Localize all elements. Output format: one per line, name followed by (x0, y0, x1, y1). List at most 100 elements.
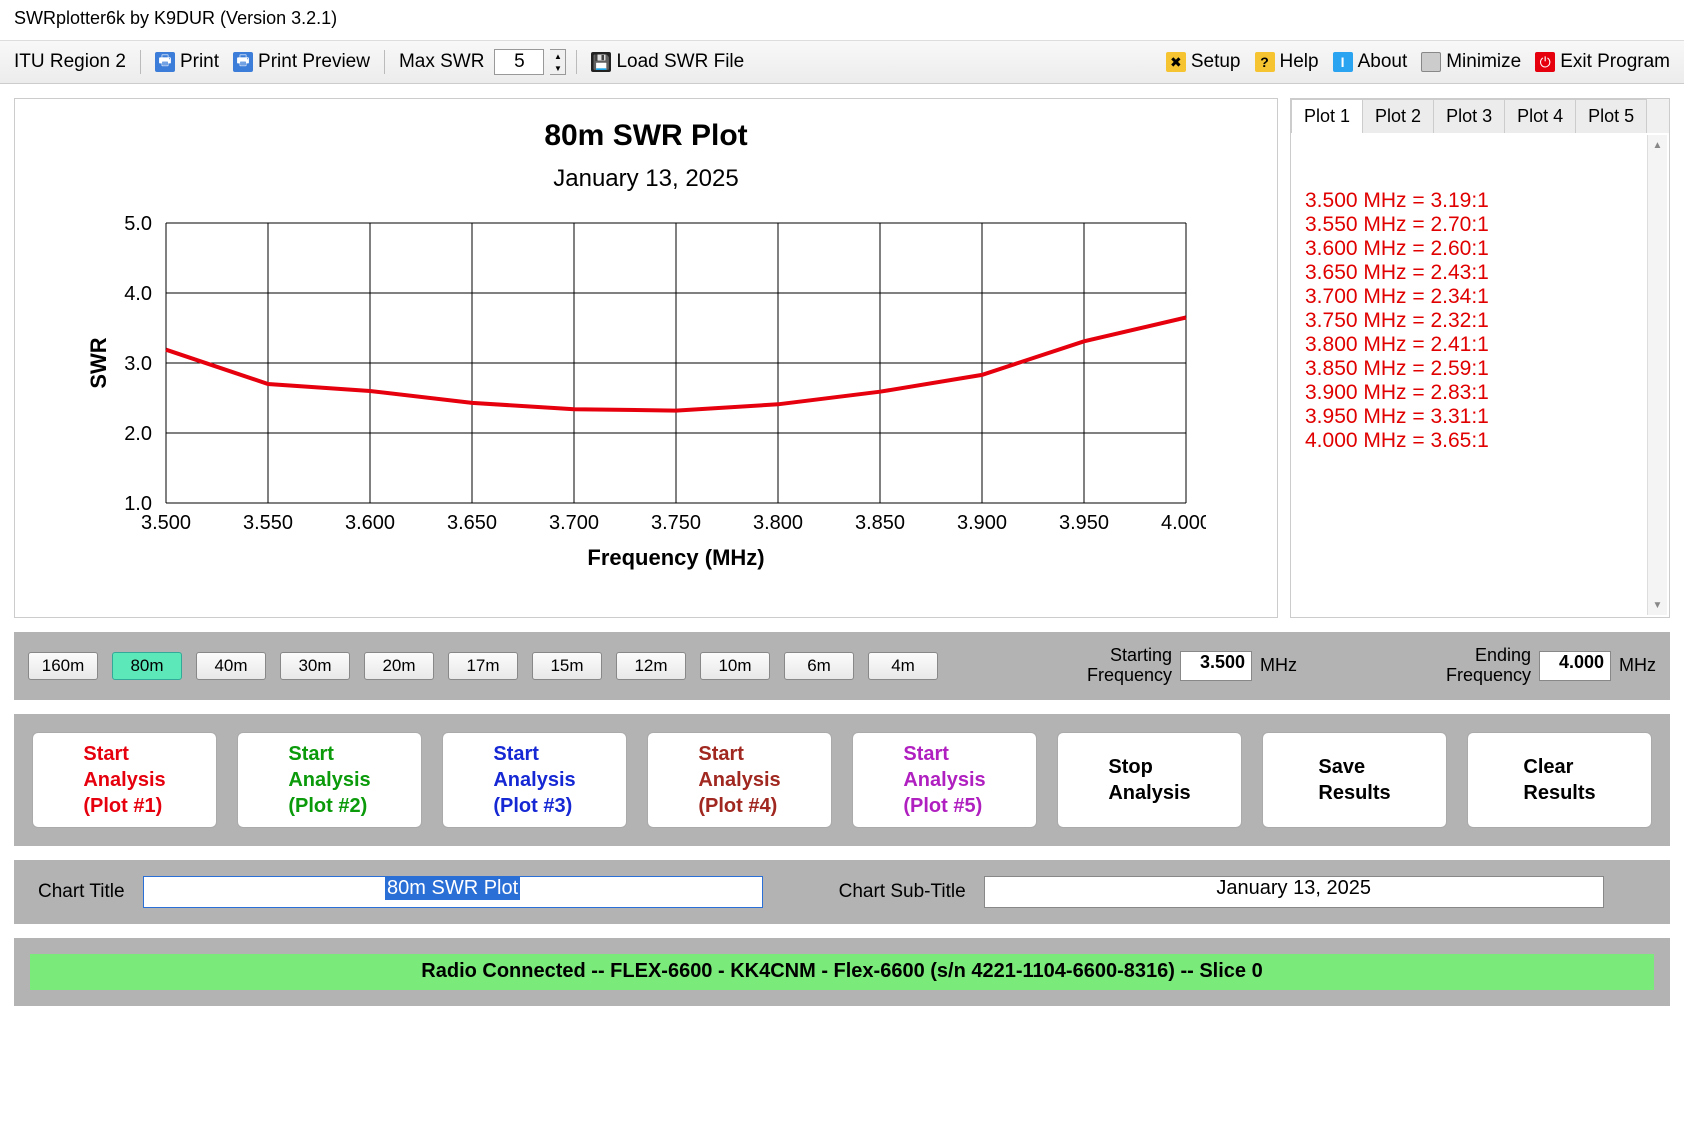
print-button[interactable]: 🖶 Print (151, 49, 223, 75)
band-4m-button[interactable]: 4m (868, 652, 938, 680)
swr-chart: 3.500 3.550 3.600 3.650 3.700 3.750 3.800 3.850… (86, 213, 1206, 583)
end-freq-label: EndingFrequency (1446, 646, 1531, 686)
end-freq-input[interactable]: 4.000 (1539, 651, 1611, 681)
band-6m-button[interactable]: 6m (784, 652, 854, 680)
data-side-panel: Plot 1Plot 2Plot 3Plot 4Plot 5 3.500 MHz… (1290, 98, 1670, 618)
chart-subtitle-input[interactable]: January 13, 2025 (984, 876, 1604, 908)
help-button[interactable]: ? Help (1251, 49, 1323, 75)
swr-data-row: 3.850 MHz = 2.59:1 (1305, 357, 1655, 381)
svg-text:3.500: 3.500 (141, 512, 191, 534)
print-icon: 🖶 (155, 52, 175, 72)
start-analysis-4-button[interactable]: StartAnalysis(Plot #4) (647, 732, 832, 828)
swr-data-row: 3.550 MHz = 2.70:1 (1305, 213, 1655, 237)
itu-region-button[interactable]: ITU Region 2 (10, 49, 130, 75)
print-preview-icon: 🖶 (233, 52, 253, 72)
max-swr-spinner[interactable]: ▲▼ (550, 49, 566, 75)
print-preview-button[interactable]: 🖶 Print Preview (229, 49, 374, 75)
plot-tab-1[interactable]: Plot 1 (1291, 99, 1363, 133)
swr-data-row: 4.000 MHz = 3.65:1 (1305, 429, 1655, 453)
band-160m-button[interactable]: 160m (28, 652, 98, 680)
plot-tab-5[interactable]: Plot 5 (1575, 99, 1647, 133)
svg-text:3.700: 3.700 (549, 512, 599, 534)
status-bar: Radio Connected -- FLEX-6600 - KK4CNM - … (30, 954, 1654, 990)
scroll-down-icon[interactable]: ▼ (1648, 595, 1667, 615)
svg-text:3.650: 3.650 (447, 512, 497, 534)
svg-text:5.0: 5.0 (124, 213, 152, 235)
svg-text:2.0: 2.0 (124, 423, 152, 445)
swr-data-list: 3.500 MHz = 3.19:13.550 MHz = 2.70:13.60… (1291, 133, 1669, 617)
chart-title-label: Chart Title (38, 881, 125, 903)
svg-text:Frequency (MHz): Frequency (MHz) (587, 545, 764, 570)
clear-button[interactable]: ClearResults (1467, 732, 1652, 828)
svg-text:1.0: 1.0 (124, 493, 152, 515)
save-icon: 💾 (591, 52, 611, 72)
svg-text:3.750: 3.750 (651, 512, 701, 534)
band-40m-button[interactable]: 40m (196, 652, 266, 680)
max-swr-input[interactable]: 5 (494, 49, 544, 75)
max-swr-label: Max SWR (395, 49, 489, 75)
swr-data-row: 3.600 MHz = 2.60:1 (1305, 237, 1655, 261)
wrench-icon: ✖ (1166, 52, 1186, 72)
title-panel: Chart Title 80m SWR Plot Chart Sub-Title… (14, 860, 1670, 924)
scrollbar[interactable]: ▲ ▼ (1647, 135, 1667, 615)
chart-title-input[interactable]: 80m SWR Plot (143, 876, 763, 908)
svg-text:3.850: 3.850 (855, 512, 905, 534)
plot-tabs: Plot 1Plot 2Plot 3Plot 4Plot 5 (1291, 99, 1669, 133)
save-button[interactable]: SaveResults (1262, 732, 1447, 828)
start-freq-input[interactable]: 3.500 (1180, 651, 1252, 681)
band-12m-button[interactable]: 12m (616, 652, 686, 680)
setup-button[interactable]: ✖ Setup (1162, 49, 1245, 75)
stop-button[interactable]: StopAnalysis (1057, 732, 1242, 828)
plot-tab-2[interactable]: Plot 2 (1362, 99, 1434, 133)
scroll-up-icon[interactable]: ▲ (1648, 135, 1667, 155)
load-swr-button[interactable]: 💾 Load SWR File (587, 49, 748, 75)
swr-data-row: 3.800 MHz = 2.41:1 (1305, 333, 1655, 357)
band-10m-button[interactable]: 10m (700, 652, 770, 680)
svg-text:3.550: 3.550 (243, 512, 293, 534)
title-bar: SWRplotter6k by K9DUR (Version 3.2.1) (0, 0, 1684, 40)
exit-button[interactable]: ⏻ Exit Program (1531, 49, 1674, 75)
start-freq-label: StartingFrequency (1087, 646, 1172, 686)
start-analysis-3-button[interactable]: StartAnalysis(Plot #3) (442, 732, 627, 828)
plot-tab-3[interactable]: Plot 3 (1433, 99, 1505, 133)
svg-text:3.800: 3.800 (753, 512, 803, 534)
svg-text:3.950: 3.950 (1059, 512, 1109, 534)
chart-subtitle-label: Chart Sub-Title (839, 881, 966, 903)
swr-data-row: 3.900 MHz = 2.83:1 (1305, 381, 1655, 405)
plot-title: 80m SWR Plot (544, 119, 747, 153)
mhz-unit: MHz (1260, 655, 1297, 676)
svg-text:4.0: 4.0 (124, 283, 152, 305)
swr-data-row: 3.500 MHz = 3.19:1 (1305, 189, 1655, 213)
start-analysis-1-button[interactable]: StartAnalysis(Plot #1) (32, 732, 217, 828)
minimize-icon (1421, 52, 1441, 72)
power-icon: ⏻ (1535, 52, 1555, 72)
band-20m-button[interactable]: 20m (364, 652, 434, 680)
svg-text:3.0: 3.0 (124, 353, 152, 375)
start-analysis-2-button[interactable]: StartAnalysis(Plot #2) (237, 732, 422, 828)
swr-data-row: 3.950 MHz = 3.31:1 (1305, 405, 1655, 429)
band-17m-button[interactable]: 17m (448, 652, 518, 680)
svg-text:SWR: SWR (86, 337, 111, 388)
band-30m-button[interactable]: 30m (280, 652, 350, 680)
start-analysis-5-button[interactable]: StartAnalysis(Plot #5) (852, 732, 1037, 828)
plot-panel: 80m SWR Plot January 13, 2025 3.500 3.550… (14, 98, 1278, 618)
swr-data-row: 3.650 MHz = 2.43:1 (1305, 261, 1655, 285)
about-button[interactable]: I About (1329, 49, 1412, 75)
band-panel: 160m 80m 40m 30m 20m 17m 15m 12m 10m 6m 4m Startin… (14, 632, 1670, 700)
svg-text:4.000: 4.000 (1161, 512, 1206, 534)
minimize-button[interactable]: Minimize (1417, 49, 1525, 75)
svg-text:3.600: 3.600 (345, 512, 395, 534)
swr-data-row: 3.750 MHz = 2.32:1 (1305, 309, 1655, 333)
swr-data-row: 3.700 MHz = 2.34:1 (1305, 285, 1655, 309)
action-panel: StartAnalysis(Plot #1)StartAnalysis(Plot… (14, 714, 1670, 846)
plot-subtitle: January 13, 2025 (553, 165, 738, 193)
svg-text:3.900: 3.900 (957, 512, 1007, 534)
question-icon: ? (1255, 52, 1275, 72)
toolbar: ITU Region 2 🖶 Print 🖶 Print Preview Max… (0, 40, 1684, 84)
mhz-unit: MHz (1619, 655, 1656, 676)
band-80m-button[interactable]: 80m (112, 652, 182, 680)
status-panel: Radio Connected -- FLEX-6600 - KK4CNM - … (14, 938, 1670, 1006)
info-icon: I (1333, 52, 1353, 72)
band-15m-button[interactable]: 15m (532, 652, 602, 680)
plot-tab-4[interactable]: Plot 4 (1504, 99, 1576, 133)
